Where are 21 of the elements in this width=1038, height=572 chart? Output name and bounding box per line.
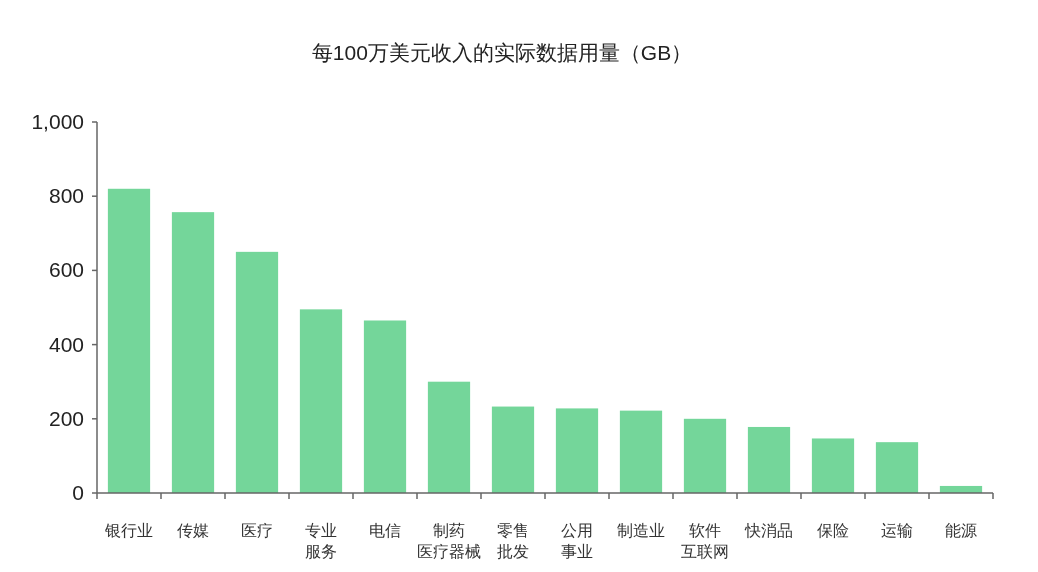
xtick: 软件互联网	[681, 522, 729, 560]
xtick: 公用事业	[561, 522, 593, 560]
xtick: 专业服务	[305, 522, 337, 560]
xtick: 制造业	[617, 522, 665, 539]
xtick: 能源	[945, 522, 977, 539]
ytick: 1,000	[31, 110, 84, 133]
ytick: 600	[48, 258, 84, 282]
xtick: 电信	[369, 522, 401, 539]
xtick: 传媒	[177, 522, 209, 539]
title: 每100万美元收入的实际数据用量（GB）	[311, 41, 693, 64]
ytick: 800	[48, 184, 84, 208]
xtick: 快消品	[745, 522, 793, 539]
ytick: 400	[48, 332, 84, 356]
ytick: 0	[72, 481, 84, 504]
xtick: 零售批发	[497, 522, 529, 560]
ytick: 200	[48, 406, 84, 430]
xtick: 医疗	[241, 522, 273, 539]
xtick: 保险	[817, 522, 849, 539]
xtick: 银行业	[105, 522, 153, 539]
xtick: 制药医疗器械	[417, 522, 481, 560]
xtick: 运输	[881, 522, 913, 539]
